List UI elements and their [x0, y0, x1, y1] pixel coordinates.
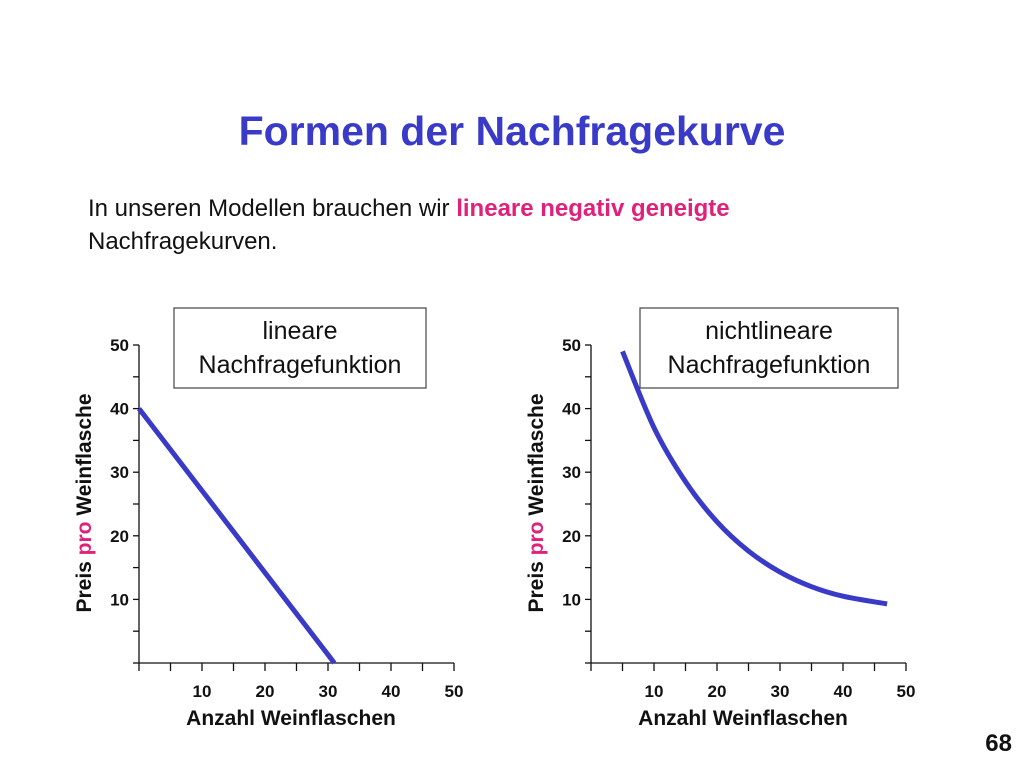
label-box-line: Nachfragefunktion — [668, 351, 871, 379]
slide-title: Formen der Nachfragekurve — [238, 108, 786, 154]
x-tick-label: 20 — [708, 682, 727, 701]
y-tick-label: 40 — [562, 400, 581, 419]
y-axis-title: Preis pro Weinflasche — [73, 393, 96, 612]
y-tick-label: 50 — [562, 336, 581, 355]
y-tick-label: 30 — [110, 463, 129, 482]
y-tick-label: 30 — [562, 463, 581, 482]
label-box-line: lineare — [262, 317, 337, 345]
label-box-line: nichtlineare — [705, 317, 833, 345]
x-tick-label: 50 — [445, 682, 464, 701]
x-tick-label: 40 — [834, 682, 853, 701]
y-tick-label: 10 — [110, 590, 129, 609]
intro-text: In unseren Modellen brauchen wir lineare… — [88, 192, 888, 258]
x-tick-label: 20 — [256, 682, 275, 701]
x-tick-label: 40 — [382, 682, 401, 701]
y-tick-label: 10 — [562, 590, 581, 609]
label-box-line: Nachfragefunktion — [199, 351, 402, 379]
y-axis-title-highlight: pro — [73, 521, 96, 555]
x-axis-title: Anzahl Weinflaschen — [186, 707, 396, 730]
x-tick-label: 30 — [771, 682, 790, 701]
demand-curve — [620, 350, 888, 607]
y-axis-title-part: Preis — [73, 555, 96, 612]
label-box — [639, 307, 899, 389]
intro-highlight: lineare negativ geneigte — [456, 195, 730, 222]
y-tick-label: 20 — [110, 527, 129, 546]
y-axis-title-highlight: pro — [525, 521, 548, 555]
y-axis-title-part: Weinflasche — [525, 393, 548, 521]
x-axis-title: Anzahl Weinflaschen — [638, 707, 848, 730]
y-tick-label: 50 — [110, 336, 129, 355]
y-axis-title-part: Preis — [525, 555, 548, 612]
intro-text-start: In unseren Modellen brauchen wir — [88, 195, 457, 222]
y-axis-title: Preis pro Weinflasche — [525, 393, 548, 612]
slide-number: 68 — [985, 730, 1012, 757]
intro-text-end: Nachfragekurven. — [88, 228, 278, 255]
label-box — [173, 307, 427, 389]
x-tick-label: 30 — [319, 682, 338, 701]
x-tick-label: 50 — [897, 682, 916, 701]
y-axis-title-part: Weinflasche — [73, 393, 96, 521]
y-tick-label: 40 — [110, 400, 129, 419]
y-tick-label: 20 — [562, 527, 581, 546]
demand-curve — [137, 407, 337, 665]
x-tick-label: 10 — [645, 682, 664, 701]
x-tick-label: 10 — [193, 682, 212, 701]
